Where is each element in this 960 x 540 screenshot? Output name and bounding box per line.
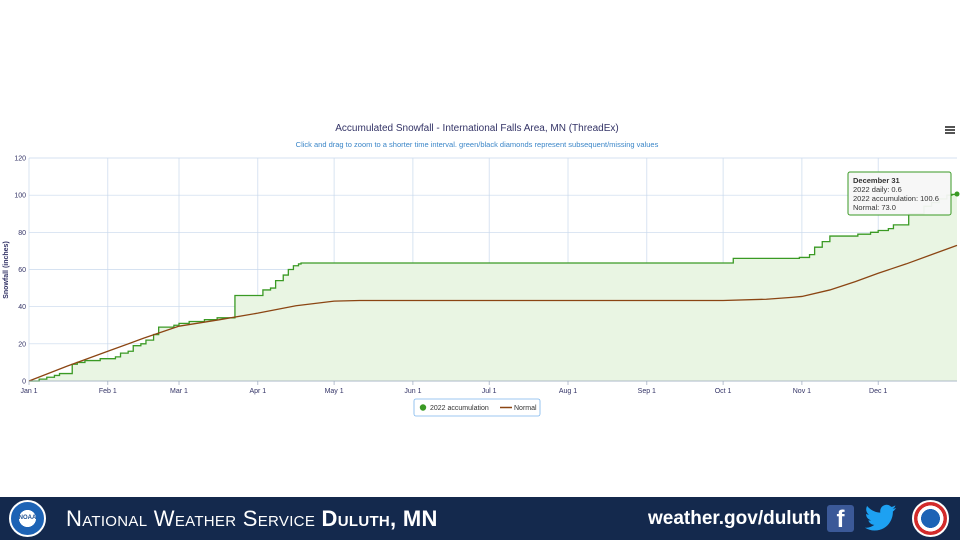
legend-label-normal[interactable]: Normal <box>514 405 537 412</box>
footer-title-office: Duluth, MN <box>321 506 438 531</box>
website-link[interactable]: weather.gov/duluth <box>648 508 822 529</box>
y-tick-label: 40 <box>18 304 26 311</box>
x-tick-label: Jun 1 <box>404 388 421 395</box>
tooltip-accumulation: 2022 accumulation: 100.6 <box>853 194 939 203</box>
legend-box <box>413 398 541 417</box>
legend-marker-accumulation <box>419 404 427 411</box>
x-tick-label: Mar 1 <box>170 388 188 395</box>
x-tick-label: Jul 1 <box>482 388 497 395</box>
x-tick-label: Apr 1 <box>249 388 266 395</box>
footer-banner: NOAA National Weather Service Duluth, MN… <box>0 497 960 540</box>
y-tick-label: 20 <box>18 341 26 348</box>
nws-logo <box>912 500 949 537</box>
x-tick-label: Oct 1 <box>715 388 732 395</box>
twitter-icon[interactable] <box>865 504 897 532</box>
x-tick-label: Feb 1 <box>99 388 117 395</box>
x-tick-label: Jan 1 <box>20 388 37 395</box>
facebook-icon[interactable]: f <box>827 505 854 533</box>
chart-tooltip: December 31 2022 daily: 0.6 2022 accumul… <box>847 171 952 216</box>
y-tick-label: 80 <box>18 230 26 237</box>
y-tick-label: 120 <box>14 156 26 163</box>
accumulation-area <box>29 194 957 381</box>
x-tick-label: Aug 1 <box>559 388 577 395</box>
tooltip-normal: Normal: 73.0 <box>853 203 896 212</box>
tooltip-box <box>847 171 952 216</box>
y-tick-label: 100 <box>14 193 26 200</box>
tooltip-daily: 2022 daily: 0.6 <box>853 185 902 194</box>
snowfall-chart: Accumulated Snowfall - International Fal… <box>3 123 960 417</box>
x-tick-label: Nov 1 <box>793 388 811 395</box>
y-axis-title: Snowfall (inches) <box>3 241 10 299</box>
footer-title-prefix: National Weather Service <box>66 506 316 531</box>
y-tick-label: 60 <box>18 267 26 274</box>
chart-legend[interactable]: 2022 accumulation Normal <box>413 398 541 417</box>
plot-area[interactable] <box>28 191 960 382</box>
noaa-logo: NOAA <box>9 500 46 537</box>
hover-point-marker <box>954 191 960 197</box>
tooltip-date: December 31 <box>853 176 900 185</box>
x-tick-label: Dec 1 <box>869 388 887 395</box>
legend-label-accumulation[interactable]: 2022 accumulation <box>430 405 489 412</box>
x-tick-label: May 1 <box>325 388 344 395</box>
chart-title: Accumulated Snowfall - International Fal… <box>335 123 618 134</box>
accumulation-line <box>29 193 958 382</box>
chart-subtitle: Click and drag to zoom to a shorter time… <box>296 140 659 149</box>
hamburger-menu-icon[interactable] <box>944 125 956 137</box>
chart-axes: 0 20 40 60 80 100 120 Jan 1 Feb 1 Mar 1 Apr 1 May 1… <box>14 156 957 395</box>
y-tick-label: 0 <box>22 379 26 386</box>
normal-line <box>28 244 958 382</box>
footer-title: National Weather Service Duluth, MN <box>66 506 438 532</box>
x-tick-label: Sep 1 <box>638 388 656 395</box>
